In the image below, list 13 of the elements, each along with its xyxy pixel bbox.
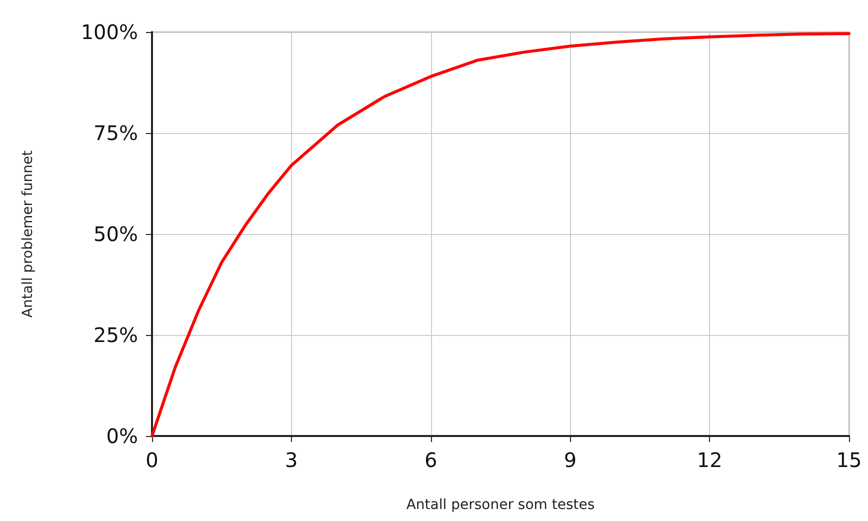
y-tick-label: 75% <box>94 121 138 145</box>
y-tick-label: 0% <box>106 424 138 448</box>
x-tick-label: 3 <box>285 448 298 472</box>
x-tick-label: 9 <box>564 448 577 472</box>
y-tick-label: 25% <box>94 323 138 347</box>
x-axis-title: Antall personer som testes <box>406 497 595 513</box>
y-tick-label: 100% <box>80 20 138 44</box>
y-axis-title: Antall problemer funnet <box>20 150 36 318</box>
x-tick-label: 15 <box>836 448 862 472</box>
x-tick-label: 0 <box>146 448 158 472</box>
x-tick-label: 12 <box>696 448 722 472</box>
x-tick-label: 6 <box>424 448 438 472</box>
y-tick-label: 50% <box>94 222 138 246</box>
